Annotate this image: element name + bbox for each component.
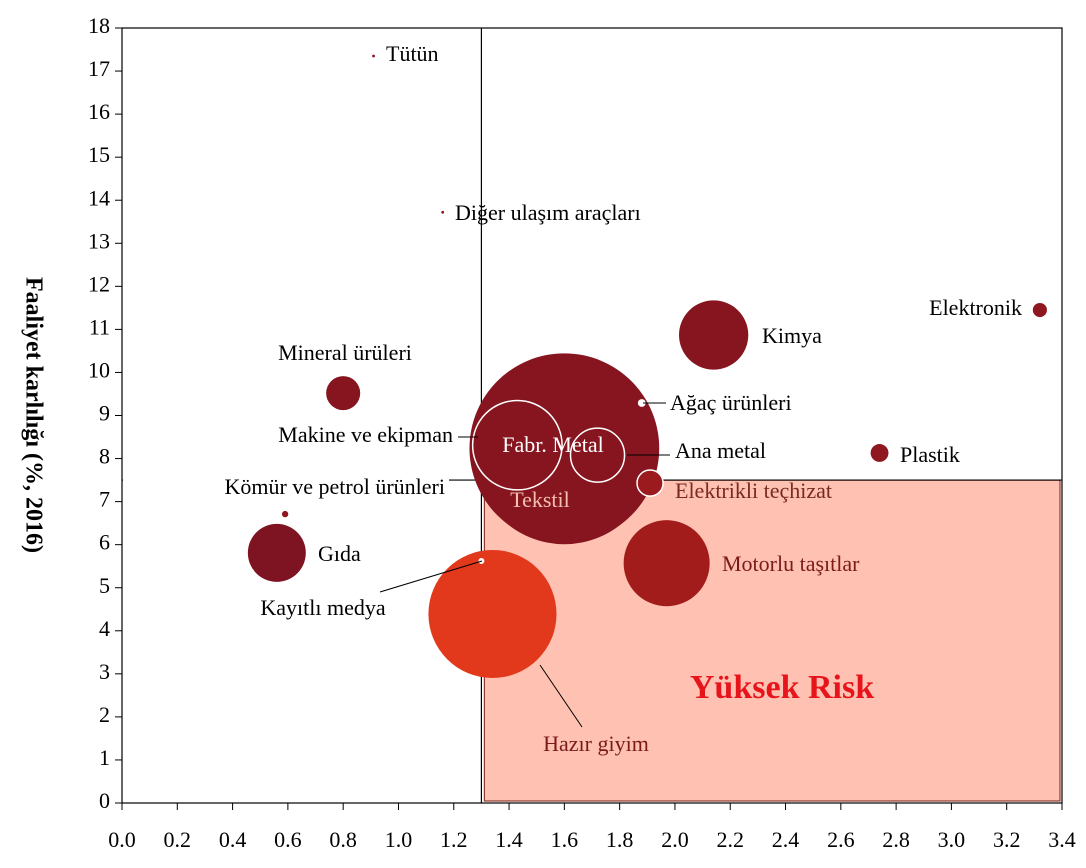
bubble-label: Kayıtlı medya xyxy=(260,595,385,620)
x-tick-label: 0.4 xyxy=(219,827,247,852)
x-tick-label: 3.2 xyxy=(993,827,1021,852)
x-tick-label: 1.6 xyxy=(551,827,579,852)
x-tick-label: 1.2 xyxy=(440,827,468,852)
y-tick-label: 8 xyxy=(99,444,110,469)
x-tick-label: 1.0 xyxy=(385,827,413,852)
bubble xyxy=(247,523,306,582)
y-tick-label: 12 xyxy=(88,271,110,296)
bubble xyxy=(372,54,376,58)
y-tick-label: 16 xyxy=(88,99,110,124)
y-tick-label: 9 xyxy=(99,401,110,426)
bubble-label: Tütün xyxy=(386,41,439,66)
bubble xyxy=(428,549,557,679)
x-tick-label: 2.6 xyxy=(827,827,855,852)
bubble-label: Gıda xyxy=(318,541,361,566)
x-tick-label: 3.4 xyxy=(1048,827,1076,852)
y-tick-label: 18 xyxy=(88,13,110,38)
bubble xyxy=(679,300,749,370)
x-tick-label: 0.8 xyxy=(329,827,357,852)
bubble xyxy=(281,510,289,518)
y-axis-label: Faaliyet karlılığı (%, 2016) xyxy=(20,277,46,553)
y-tick-label: 3 xyxy=(99,659,110,684)
bubble-label: Diğer ulaşım araçları xyxy=(455,200,641,225)
leader-line xyxy=(379,560,483,593)
x-tick-label: 3.0 xyxy=(938,827,966,852)
bubble-label: Mineral ürüleri xyxy=(278,340,412,365)
y-tick-label: 6 xyxy=(99,530,110,555)
x-tick-label: 1.8 xyxy=(606,827,634,852)
leader-line xyxy=(539,664,583,728)
y-tick-label: 15 xyxy=(88,142,110,167)
y-tick-label: 1 xyxy=(99,745,110,770)
y-tick-label: 5 xyxy=(99,573,110,598)
bubble-label: Kömür ve petrol ürünleri xyxy=(224,474,445,499)
y-tick-label: 14 xyxy=(88,185,110,210)
bubble xyxy=(569,427,626,483)
x-tick-label: 0.0 xyxy=(108,827,136,852)
bubble xyxy=(441,210,445,214)
bubble-label: Ana metal xyxy=(675,438,766,463)
bubble xyxy=(636,469,664,497)
x-tick-label: 2.8 xyxy=(882,827,910,852)
bubble-label: Fabr. Metal xyxy=(502,432,603,457)
bubble-label: Hazır giyim xyxy=(543,731,649,756)
x-tick-label: 0.2 xyxy=(164,827,192,852)
bubble xyxy=(326,376,361,411)
y-tick-label: 2 xyxy=(99,702,110,727)
bubble xyxy=(471,399,563,491)
y-tick-label: 4 xyxy=(99,616,110,641)
bubble-label: Makine ve ekipman xyxy=(278,422,453,447)
y-tick-label: 10 xyxy=(88,357,110,382)
x-tick-label: 0.6 xyxy=(274,827,302,852)
bubble xyxy=(1032,302,1047,318)
y-tick-label: 13 xyxy=(88,228,110,253)
bubble-label: Plastik xyxy=(900,442,960,467)
y-tick-label: 7 xyxy=(99,487,110,512)
bubble-label: Motorlu taşıtlar xyxy=(722,551,860,576)
bubble xyxy=(623,520,710,607)
x-tick-label: 2.4 xyxy=(772,827,800,852)
y-tick-label: 0 xyxy=(99,788,110,813)
x-tick-label: 2.0 xyxy=(661,827,689,852)
bubble-label: Elektrikli teçhizat xyxy=(675,478,832,503)
bubble-label: Elektronik xyxy=(929,295,1022,320)
x-tick-label: 1.4 xyxy=(495,827,523,852)
label-bg xyxy=(123,474,449,504)
risk-label: Yüksek Risk xyxy=(690,669,874,706)
bubble-label: Ağaç ürünleri xyxy=(670,390,792,415)
y-tick-label: 11 xyxy=(89,314,110,339)
bubble-label: Tekstil xyxy=(510,487,570,512)
y-tick-label: 17 xyxy=(88,56,110,81)
bubble-label: Kimya xyxy=(762,323,822,348)
bubble xyxy=(870,444,889,462)
x-tick-label: 2.2 xyxy=(716,827,744,852)
